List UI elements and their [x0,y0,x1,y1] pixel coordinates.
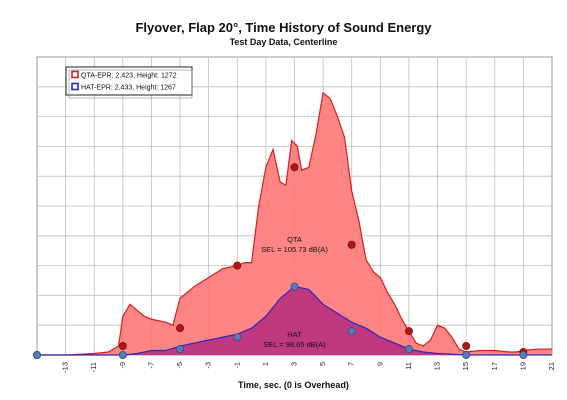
x-tick-label: 1 [261,362,270,366]
data-point-qta [118,342,127,351]
annotation-line: SEL = 98.65 dB(A) [263,340,326,349]
data-point-qta [176,324,185,333]
data-point-hat [462,350,471,359]
x-tick-label: 19 [518,362,527,370]
x-tick-label: 7 [347,362,356,366]
annotation-hat: HAT SEL = 98.65 dB(A) [263,330,326,349]
annotation-line: HAT [287,330,302,339]
annotation-qta: QTA SEL = 105.73 dB(A) [261,235,328,254]
x-tick-label: -7 [146,362,155,369]
x-tick-label: -3 [204,362,213,369]
x-tick-label: 15 [461,362,470,370]
data-point-qta [290,163,299,172]
x-tick-label: 21 [547,362,556,370]
chart-title: Flyover, Flap 20°, Time History of Sound… [135,20,432,35]
annotation-line: QTA [287,235,302,244]
x-tick-label: 13 [433,362,442,370]
x-tick-label: 11 [404,362,413,370]
data-point-qta [233,261,242,270]
data-point-hat [233,333,242,342]
data-point-hat [519,350,528,359]
series-line-qta [37,91,552,356]
data-point-hat [176,345,185,354]
data-point-hat [404,345,413,354]
legend-swatch-qta [71,70,79,79]
data-point-hat [118,350,127,359]
data-point-hat [347,327,356,336]
series-line-hat [37,285,552,356]
x-tick-label: -1 [232,362,241,369]
series-area-hat [37,286,552,355]
x-tick-label: -13 [61,362,70,373]
series-area-qta [37,92,552,355]
data-point-qta [404,327,413,336]
x-tick-label: 3 [289,362,298,366]
legend: QTA-EPR: 2.423, Height: 1272 HAT-EPR: 2.4… [65,66,193,99]
data-point-qta [462,342,471,351]
legend-shadow [68,69,193,99]
chart-subtitle: Test Day Data, Centerline [229,37,338,47]
data-point-hat [290,282,299,291]
legend-label-qta: QTA-EPR: 2.423, Height: 1272 [81,73,177,80]
x-tick-label: -11 [89,362,98,372]
legend-label-hat: HAT-EPR: 2.433, Height: 1267 [81,85,176,92]
annotation-line: SEL = 105.73 dB(A) [261,245,328,254]
data-point-qta [347,240,356,249]
legend-swatch-hat [71,82,79,91]
data-point-hat [33,350,42,359]
x-tick-label: -9 [118,362,127,369]
x-tick-label: 5 [318,362,327,366]
x-axis-title: Time, sec. (0 is Overhead) [238,380,349,390]
x-tick-label: 17 [490,362,499,370]
x-tick-label: -5 [175,362,184,369]
x-tick-label: 9 [375,362,384,366]
